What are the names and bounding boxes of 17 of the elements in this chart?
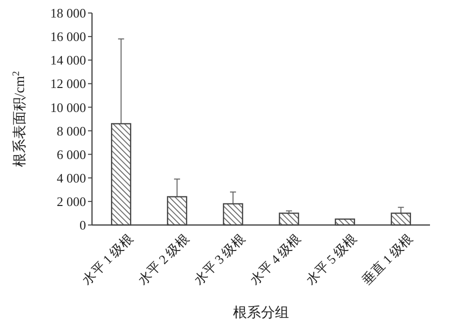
y-tick-label: 18 000 [50,6,86,21]
y-tick-label: 16 000 [50,29,86,44]
x-tick-label: 垂直 1 级根 [358,230,416,288]
y-tick-label: 14 000 [50,52,86,68]
y-tick-label: 12 000 [50,76,86,92]
x-tick-label: 水平 5 级根 [302,230,360,288]
y-tick-label: 10 000 [50,100,86,115]
y-tick-label: 4 000 [56,170,86,186]
y-tick-label: 8 000 [56,123,86,138]
x-tick-label: 水平 4 级根 [246,230,304,288]
x-tick-label: 水平 1 级根 [79,230,136,288]
x-tick-label: 水平 2 级根 [135,230,192,288]
y-tick-label: 6 000 [56,146,86,162]
y-tick-label: 2 000 [56,194,86,209]
x-axis-title: 根系分组 [233,305,289,321]
y-tick-label: 0 [80,218,86,233]
x-tick-label: 水平 3 级根 [191,230,248,288]
